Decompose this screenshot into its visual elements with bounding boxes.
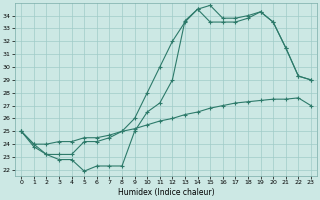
X-axis label: Humidex (Indice chaleur): Humidex (Indice chaleur) xyxy=(118,188,214,197)
